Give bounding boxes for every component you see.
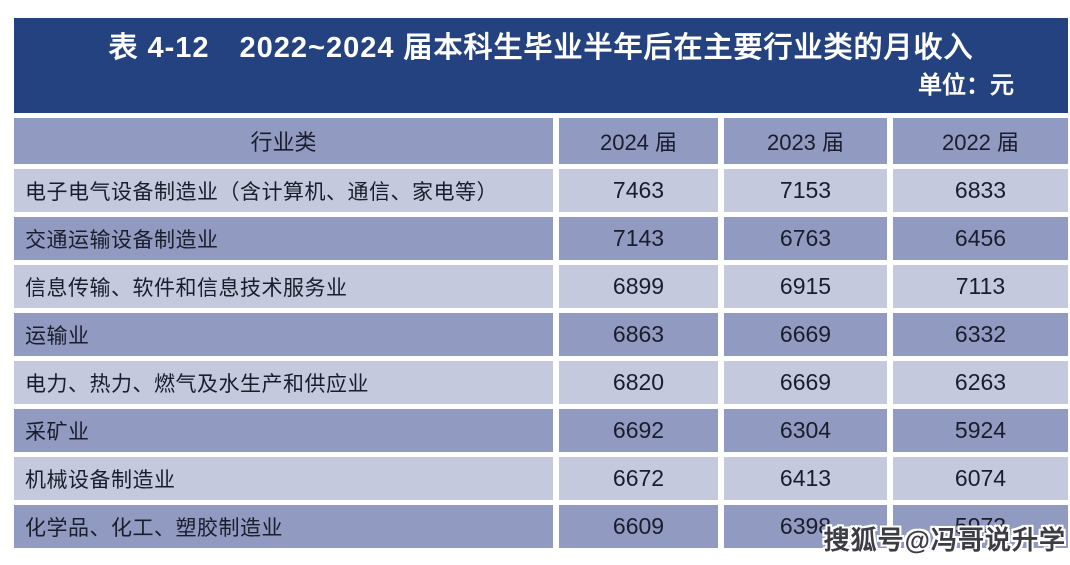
table-title: 表 4-12 2022~2024 届本科生毕业半年后在主要行业类的月收入 [108, 32, 974, 64]
value-cell: 6413 [724, 457, 887, 500]
value-cell: 6263 [893, 361, 1068, 404]
table-title-bar: 表 4-12 2022~2024 届本科生毕业半年后在主要行业类的月收入 单位：… [14, 18, 1068, 113]
value-cell: 5924 [893, 409, 1068, 452]
column-header-industry: 行业类 [14, 118, 553, 164]
unit-label: 单位：元 [918, 72, 1014, 99]
value-cell: 6304 [724, 409, 887, 452]
value-cell: 6833 [893, 169, 1068, 212]
value-cell: 6669 [724, 361, 887, 404]
value-cell: 6332 [893, 313, 1068, 356]
value-cell: 7143 [559, 217, 718, 260]
value-cell: 7153 [724, 169, 887, 212]
value-cell: 6915 [724, 265, 887, 308]
industry-cell: 信息传输、软件和信息技术服务业 [14, 265, 553, 308]
column-header-2023: 2023 届 [724, 118, 887, 164]
income-table: 表 4-12 2022~2024 届本科生毕业半年后在主要行业类的月收入 单位：… [14, 18, 1068, 548]
industry-cell: 电力、热力、燃气及水生产和供应业 [14, 361, 553, 404]
value-cell: 6763 [724, 217, 887, 260]
industry-cell: 化学品、化工、塑胶制造业 [14, 505, 553, 548]
value-cell: 6899 [559, 265, 718, 308]
industry-cell: 采矿业 [14, 409, 553, 452]
watermark: 搜狐号@冯哥说升学 [823, 525, 1066, 555]
industry-cell: 电子电气设备制造业（含计算机、通信、家电等） [14, 169, 553, 212]
table-grid: 行业类 2024 届 2023 届 2022 届 电子电气设备制造业（含计算机、… [14, 118, 1068, 548]
value-cell: 6609 [559, 505, 718, 548]
industry-cell: 机械设备制造业 [14, 457, 553, 500]
value-cell: 6074 [893, 457, 1068, 500]
value-cell: 6820 [559, 361, 718, 404]
value-cell: 5973 [893, 505, 1068, 548]
value-cell: 6863 [559, 313, 718, 356]
industry-cell: 交通运输设备制造业 [14, 217, 553, 260]
industry-cell: 运输业 [14, 313, 553, 356]
value-cell: 6669 [724, 313, 887, 356]
value-cell: 7113 [893, 265, 1068, 308]
column-header-2022: 2022 届 [893, 118, 1068, 164]
value-cell: 6672 [559, 457, 718, 500]
column-header-2024: 2024 届 [559, 118, 718, 164]
value-cell: 6398 [724, 505, 887, 548]
value-cell: 6456 [893, 217, 1068, 260]
value-cell: 6692 [559, 409, 718, 452]
value-cell: 7463 [559, 169, 718, 212]
